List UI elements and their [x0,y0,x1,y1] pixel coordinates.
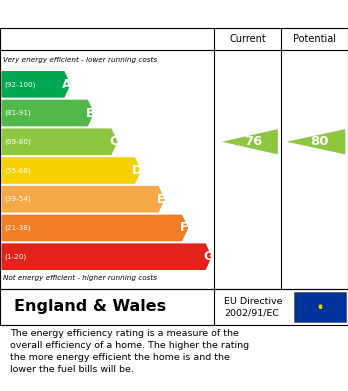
Text: EU Directive: EU Directive [224,297,283,306]
Polygon shape [1,186,165,213]
Text: (55-68): (55-68) [5,167,32,174]
Text: 2002/91/EC: 2002/91/EC [224,309,279,318]
Text: Very energy efficient - lower running costs: Very energy efficient - lower running co… [3,57,157,63]
Text: F: F [180,221,189,235]
Text: Potential: Potential [293,34,336,44]
Text: (92-100): (92-100) [5,81,36,88]
Text: G: G [203,250,213,263]
Text: (39-54): (39-54) [5,196,32,203]
Polygon shape [1,215,188,241]
Polygon shape [1,71,71,98]
Text: Not energy efficient - higher running costs: Not energy efficient - higher running co… [3,275,157,282]
Text: A: A [62,78,72,91]
Polygon shape [222,129,278,154]
Text: England & Wales: England & Wales [14,300,166,314]
Text: ★: ★ [318,304,322,308]
Text: ★: ★ [318,307,322,310]
Text: ★: ★ [318,304,322,308]
Bar [294,292,346,322]
Text: 80: 80 [310,135,329,148]
Text: ★: ★ [318,304,322,308]
Polygon shape [1,129,118,155]
Text: ★: ★ [318,305,322,309]
Text: ★: ★ [318,306,322,310]
Text: E: E [157,193,165,206]
Text: (69-80): (69-80) [5,138,32,145]
Polygon shape [286,129,345,154]
Text: ★: ★ [318,306,322,310]
Text: 76: 76 [244,135,263,148]
Text: ★: ★ [318,306,322,310]
Text: Current: Current [229,34,266,44]
Polygon shape [1,157,141,184]
Text: (81-91): (81-91) [5,110,32,116]
Text: ★: ★ [318,303,322,307]
Polygon shape [1,243,212,270]
Text: ★: ★ [318,306,322,310]
Text: Energy Efficiency Rating: Energy Efficiency Rating [10,7,220,22]
Text: C: C [109,135,119,148]
Text: The energy efficiency rating is a measure of the
overall efficiency of a home. T: The energy efficiency rating is a measur… [10,329,250,373]
Text: ★: ★ [318,304,322,308]
Text: B: B [86,106,95,120]
Polygon shape [1,100,94,126]
Text: (21-38): (21-38) [5,225,32,231]
Text: D: D [132,164,143,177]
Text: (1-20): (1-20) [5,253,27,260]
Text: ★: ★ [318,305,322,309]
